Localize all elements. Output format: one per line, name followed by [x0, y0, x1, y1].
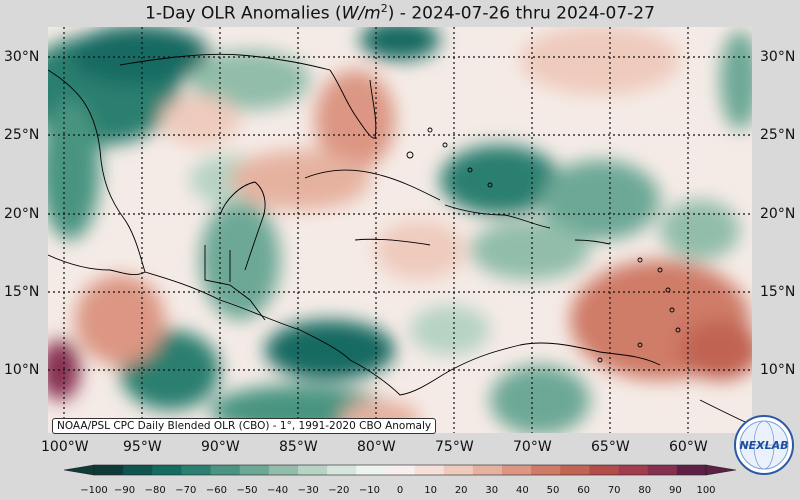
- colorbar-outline: [93, 464, 707, 476]
- colorbar-segment: [181, 465, 212, 475]
- colorbar-tick-label: 80: [638, 485, 652, 496]
- colorbar-segment: [443, 465, 474, 475]
- lon-label-70w: 70°W: [513, 439, 552, 455]
- colorbar-tick-label: 30: [485, 485, 499, 496]
- lat-label-20-right: 20°N: [760, 206, 796, 222]
- colorbar-tick-label: −30: [297, 485, 319, 496]
- colorbar-tick-label: −50: [236, 485, 258, 496]
- colorbar-min-arrow: [63, 464, 95, 476]
- colorbar-segment: [152, 465, 182, 475]
- colorbar-tick-label: −90: [114, 485, 136, 496]
- colorbar-segment: [298, 465, 328, 475]
- colorbar-tick-label: −10: [358, 485, 380, 496]
- lat-label-10-right: 10°N: [760, 362, 796, 378]
- lon-label-85w: 85°W: [279, 439, 318, 455]
- lon-label-60w: 60°W: [669, 439, 708, 455]
- colorbar-segment: [356, 465, 386, 475]
- colorbar-tick-label: 40: [516, 485, 529, 496]
- colorbar-segment: [560, 465, 590, 475]
- colorbar-tick-label: 70: [607, 485, 621, 496]
- lat-label-30-right: 30°N: [760, 49, 796, 65]
- title-unit-exponent: 2: [380, 2, 388, 15]
- lon-label-90w: 90°W: [201, 439, 240, 455]
- colorbar-segment: [414, 465, 445, 475]
- colorbar-tick-label: 60: [577, 485, 590, 496]
- colorbar-segment: [327, 465, 357, 475]
- colorbar-tick-label: −40: [267, 485, 289, 496]
- colorbar-tick-label: −80: [144, 485, 166, 496]
- source-note: NOAA/PSL CPC Daily Blended OLR (CBO) - 1…: [52, 418, 437, 434]
- title-unit: W/m: [341, 3, 381, 24]
- title-suffix: ) - 2024-07-26 thru 2024-07-27: [387, 3, 655, 24]
- coastlines: [48, 53, 752, 426]
- graticule: [48, 27, 752, 433]
- colorbar-segment: [385, 465, 416, 475]
- colorbar-segment: [268, 465, 299, 475]
- colorbar-tick-label: 0: [396, 485, 404, 496]
- colorbar-tick-label: −70: [175, 485, 197, 496]
- colorbar-tick-label: 50: [546, 485, 560, 496]
- lon-label-75w: 75°W: [435, 439, 474, 455]
- colorbar-segment: [531, 465, 561, 475]
- colorbar-segment: [676, 465, 707, 475]
- colorbar-segment: [123, 465, 153, 475]
- lat-label-15-right: 15°N: [760, 284, 796, 300]
- colorbar-segment: [502, 465, 532, 475]
- lat-label-15-left: 15°N: [4, 284, 40, 300]
- colorbar-tick-label: −60: [205, 485, 227, 496]
- lat-label-25-left: 25°N: [4, 127, 40, 143]
- colorbar-segment: [647, 465, 678, 475]
- colorbar-tick-label: −20: [328, 485, 350, 496]
- colorbar-tick-label: 100: [696, 485, 716, 496]
- title-prefix: 1-Day OLR Anomalies (: [145, 3, 342, 24]
- logo-text: NEXLAB: [739, 439, 788, 452]
- colorbar-segment: [618, 465, 649, 475]
- globe-logo-icon: NEXLAB: [734, 415, 794, 475]
- colorbar-segment: [94, 465, 124, 475]
- lon-label-95w: 95°W: [123, 439, 162, 455]
- map-title: 1-Day OLR Anomalies (W/m2) - 2024-07-26 …: [0, 2, 800, 24]
- colorbar-segment: [210, 465, 241, 475]
- lat-label-25-right: 25°N: [760, 127, 796, 143]
- colorbar-tick-label: 90: [669, 485, 682, 496]
- colorbar-max-arrow: [705, 464, 737, 476]
- lat-label-10-left: 10°N: [4, 362, 40, 378]
- colorbar-tick-label: −100: [80, 485, 108, 496]
- colorbar-segment: [239, 465, 270, 475]
- lat-label-30-left: 30°N: [4, 49, 40, 65]
- lon-label-100w: 100°W: [41, 439, 89, 455]
- colorbar-segment: [472, 465, 503, 475]
- lon-label-80w: 80°W: [357, 439, 396, 455]
- anomaly-field: [48, 27, 752, 433]
- colorbar: [63, 464, 737, 476]
- lat-label-20-left: 20°N: [4, 206, 40, 222]
- colorbar-tick-label: 10: [424, 485, 437, 496]
- colorbar-segment: [589, 465, 620, 475]
- colorbar-tick-label: 20: [454, 485, 468, 496]
- lon-label-65w: 65°W: [591, 439, 630, 455]
- islands: [406, 127, 681, 363]
